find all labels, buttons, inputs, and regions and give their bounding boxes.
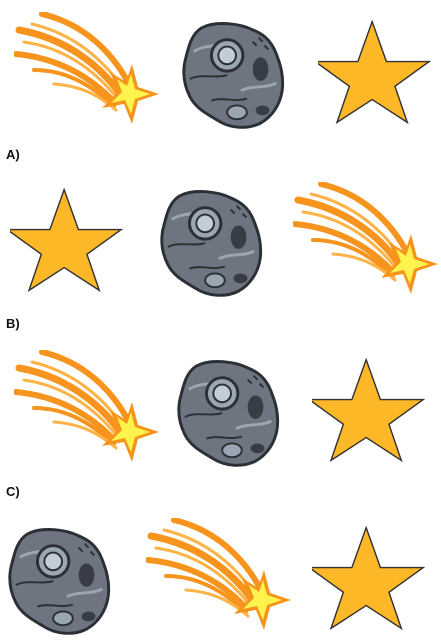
prompt-row — [0, 0, 441, 140]
star-icon — [312, 524, 426, 632]
star-icon — [312, 356, 426, 464]
asteroid-icon — [182, 22, 290, 130]
shooting-star-icon — [293, 182, 438, 297]
option-b-label[interactable]: B) — [6, 316, 20, 331]
shooting-star-icon — [14, 350, 159, 465]
asteroid-icon — [177, 360, 285, 468]
shooting-star-icon — [14, 12, 159, 127]
shooting-star-icon — [146, 518, 291, 633]
asteroid-icon — [8, 528, 116, 636]
star-icon — [318, 18, 432, 126]
option-b-row[interactable] — [0, 348, 441, 478]
star-icon — [10, 186, 124, 294]
option-c-label[interactable]: C) — [6, 484, 20, 499]
asteroid-icon — [160, 190, 268, 298]
option-a-label[interactable]: A) — [6, 147, 20, 162]
option-c-row[interactable] — [0, 516, 441, 641]
option-a-row[interactable] — [0, 180, 441, 310]
